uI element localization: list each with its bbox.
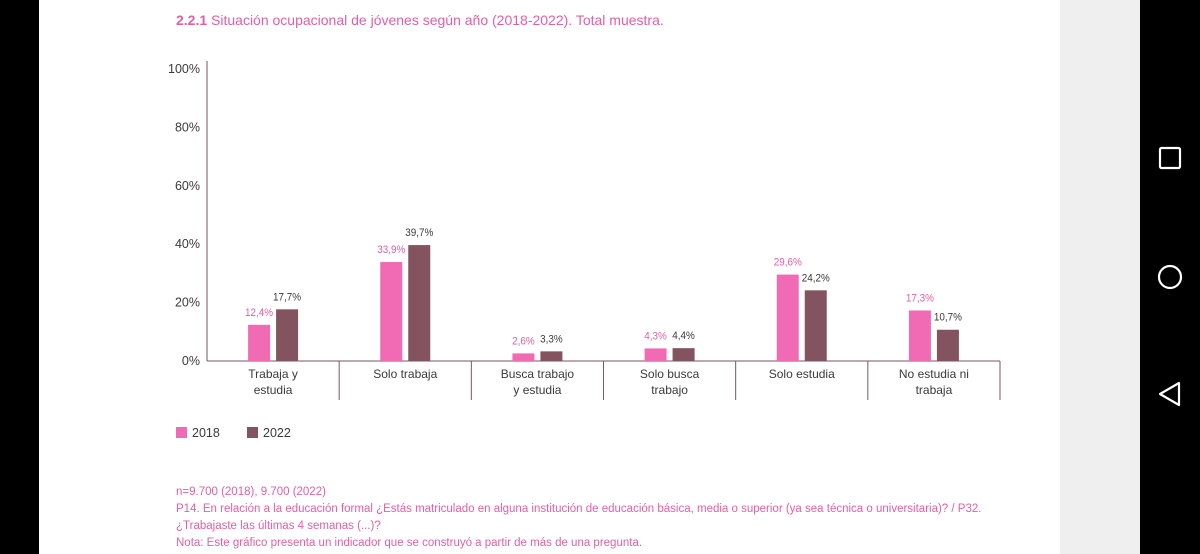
android-nav-bar bbox=[1140, 0, 1200, 554]
x-tick-label: Solo trabaja bbox=[373, 367, 437, 381]
x-tick-label: trabajo bbox=[651, 383, 688, 397]
x-tick-label: Solo estudia bbox=[769, 367, 835, 381]
data-label-2022: 10,7% bbox=[934, 312, 962, 324]
chart-title-number: 2.2.1 bbox=[176, 12, 208, 28]
data-label-2018: 2,6% bbox=[512, 336, 535, 348]
legend-swatch-2018 bbox=[176, 427, 187, 438]
triangle-back-icon bbox=[1158, 381, 1181, 407]
construction-note: Nota: Este gráfico presenta un indicador… bbox=[176, 537, 643, 549]
bar-2018 bbox=[380, 262, 403, 361]
x-tick-label: trabaja bbox=[916, 383, 953, 397]
chart-title: 2.2.1 Situación ocupacional de jóvenes s… bbox=[176, 12, 664, 28]
bar-2022 bbox=[540, 351, 563, 361]
recent-apps-button[interactable] bbox=[1140, 128, 1200, 188]
sample-note: n=9.700 (2018), 9.700 (2022) bbox=[176, 486, 326, 498]
data-label-2018: 29,6% bbox=[774, 257, 802, 269]
back-button[interactable] bbox=[1140, 364, 1200, 424]
bar-2022 bbox=[276, 309, 299, 361]
y-tick-label: 100% bbox=[168, 62, 200, 76]
x-tick-label: No estudia ni bbox=[899, 367, 969, 381]
bar-2018 bbox=[908, 310, 931, 361]
y-tick-label: 20% bbox=[175, 296, 200, 310]
question-note-line2: ¿Trabajaste las últimas 4 semanas (...)? bbox=[176, 520, 381, 532]
x-tick-label: Solo busca bbox=[640, 367, 700, 381]
chart-title-text: Situación ocupacional de jóvenes según a… bbox=[211, 12, 664, 28]
data-label-2022: 3,3% bbox=[540, 334, 563, 346]
document-page bbox=[39, 0, 1060, 554]
bar-2022 bbox=[804, 290, 827, 361]
bar-2018 bbox=[644, 348, 667, 361]
y-tick-label: 0% bbox=[182, 354, 200, 368]
y-tick-label: 80% bbox=[175, 120, 200, 134]
y-tick-label: 60% bbox=[175, 179, 200, 193]
circle-icon bbox=[1157, 264, 1183, 290]
data-label-2022: 4,4% bbox=[672, 331, 695, 343]
page-margin bbox=[1060, 0, 1140, 554]
data-label-2022: 17,7% bbox=[273, 292, 301, 304]
bar-2018 bbox=[776, 274, 799, 361]
x-tick-label: y estudia bbox=[513, 383, 561, 397]
x-tick-label: Trabaja y bbox=[248, 367, 298, 381]
square-icon bbox=[1158, 146, 1182, 170]
legend-label-2018: 2018 bbox=[192, 426, 220, 440]
bar-2022 bbox=[936, 329, 959, 361]
bar-2022 bbox=[408, 245, 431, 361]
legend-label-2022: 2022 bbox=[263, 426, 291, 440]
legend-swatch-2022 bbox=[247, 427, 258, 438]
data-label-2018: 12,4% bbox=[245, 307, 273, 319]
data-label-2018: 33,9% bbox=[377, 245, 405, 257]
data-label-2022: 24,2% bbox=[802, 273, 830, 285]
bar-2022 bbox=[672, 348, 695, 361]
data-label-2018: 4,3% bbox=[644, 331, 667, 343]
y-tick-label: 40% bbox=[175, 237, 200, 251]
question-note-line1: P14. En relación a la educación formal ¿… bbox=[176, 503, 982, 515]
bar-2018 bbox=[512, 353, 535, 361]
data-label-2018: 17,3% bbox=[906, 293, 934, 305]
home-button[interactable] bbox=[1140, 247, 1200, 307]
x-tick-label: estudia bbox=[254, 383, 293, 397]
bar-chart: 100%80%60%40%20%0%Trabaja yestudia12,4%1… bbox=[168, 61, 1001, 440]
x-tick-label: Busca trabajo bbox=[501, 367, 575, 381]
data-label-2022: 39,7% bbox=[405, 228, 433, 240]
bar-2018 bbox=[248, 324, 271, 361]
